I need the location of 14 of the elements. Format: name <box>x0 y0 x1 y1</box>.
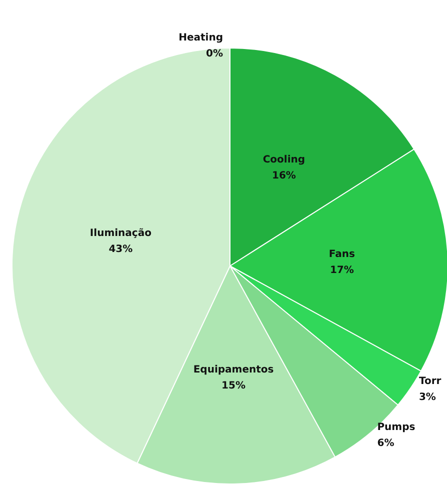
slice-label: Equipamentos <box>193 364 274 376</box>
text: 0% <box>206 48 223 60</box>
slice-label: Pumps <box>377 422 416 434</box>
data-label: 15% <box>222 380 246 392</box>
slice-label: Torr <box>418 376 442 388</box>
slice-label: Cooling <box>262 154 306 166</box>
data-label: 16% <box>272 170 296 182</box>
data-label: 43% <box>108 244 133 256</box>
category-label: Heating <box>178 32 223 44</box>
slice-label: Iluminação <box>90 228 152 240</box>
data-label: 17% <box>330 264 354 276</box>
data-label: 3% <box>418 392 436 404</box>
slice-label: Fans <box>328 248 356 260</box>
data-label: 6% <box>377 438 394 450</box>
